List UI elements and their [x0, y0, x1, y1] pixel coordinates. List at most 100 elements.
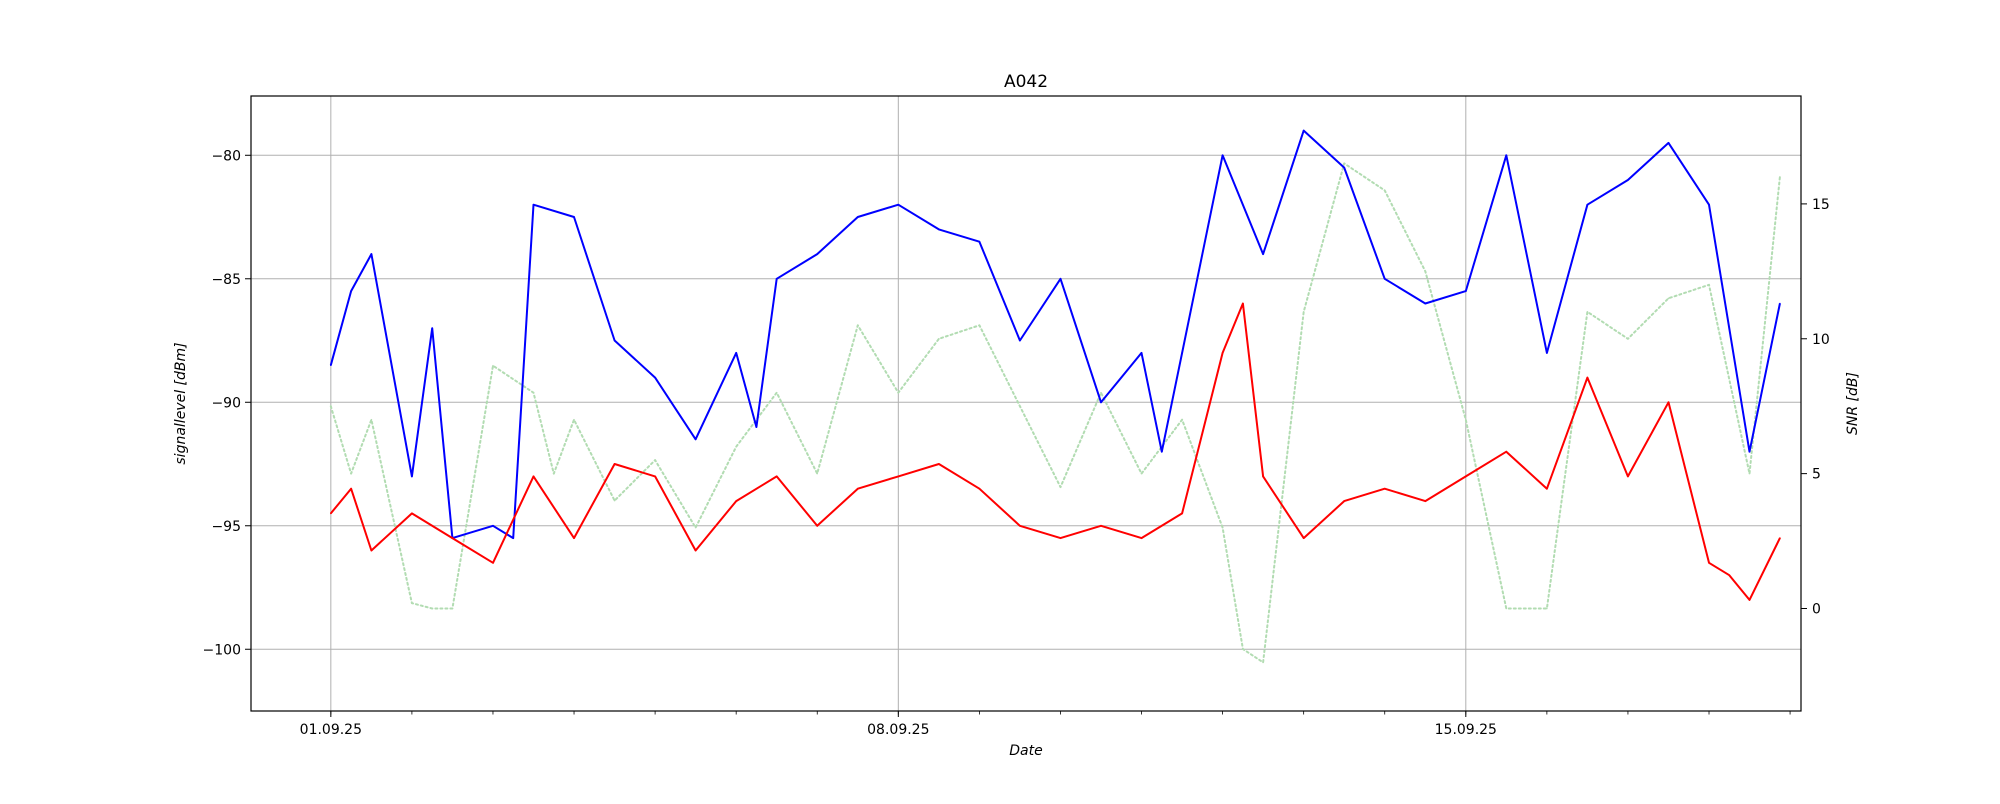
- series-0-point: [1586, 203, 1589, 206]
- series-2-point: [1262, 661, 1264, 664]
- series-2-point: [816, 472, 818, 475]
- series-1-point: [1181, 512, 1183, 515]
- series-0-point: [512, 537, 514, 539]
- series-1-point: [1059, 537, 1062, 539]
- series-1-point: [1343, 500, 1345, 502]
- series-0-point: [1667, 142, 1670, 144]
- series-0-point: [350, 290, 352, 292]
- series-0-point: [1140, 352, 1143, 354]
- series-2-point: [431, 607, 434, 610]
- y-left-tick-label: −85: [211, 272, 241, 288]
- series-2-point: [573, 418, 575, 421]
- series-2-point: [1779, 176, 1781, 178]
- series-1-point: [411, 512, 413, 515]
- series-2-point: [735, 445, 737, 448]
- series-2-point: [1181, 418, 1183, 421]
- series-2-point: [1505, 607, 1508, 610]
- series-0-point: [978, 240, 981, 243]
- series-0-point: [816, 253, 818, 255]
- series-0-point: [1627, 179, 1629, 181]
- series-1-point: [938, 463, 940, 465]
- series-1-point: [1424, 500, 1427, 502]
- series-2-point: [1708, 284, 1710, 286]
- series-2-point: [330, 405, 332, 408]
- series-1-point: [775, 475, 778, 478]
- y-left-tick-label: −80: [211, 148, 241, 164]
- series-0-point: [1343, 166, 1345, 169]
- series-1-point: [613, 463, 616, 465]
- series-0-point: [654, 376, 656, 379]
- series-2-point: [857, 324, 859, 327]
- series-1-point: [1100, 525, 1102, 527]
- x-tick-label: 01.09.25: [300, 722, 362, 738]
- x-tick-label: 15.09.25: [1435, 722, 1497, 738]
- series-0-point: [1302, 129, 1305, 132]
- series-1-point: [1586, 376, 1589, 379]
- series-0-point: [1181, 352, 1183, 354]
- series-0-point: [1465, 290, 1467, 292]
- series-1-point: [1221, 352, 1224, 354]
- series-2-point: [1059, 486, 1062, 488]
- series-2-point: [775, 391, 778, 394]
- series-0-point: [938, 228, 940, 231]
- series-2-point: [411, 602, 413, 604]
- series-2-point: [1019, 405, 1021, 408]
- series-0-point: [857, 216, 859, 218]
- series-1-point: [1779, 537, 1781, 539]
- series-2-point: [553, 472, 555, 475]
- series-0-point: [1383, 278, 1386, 280]
- series-1-point: [1708, 562, 1710, 564]
- series-2-point: [1748, 472, 1751, 475]
- y-left-tick-label: −100: [203, 642, 241, 658]
- series-2-point: [1465, 418, 1467, 421]
- series-1-point: [1667, 401, 1670, 404]
- series-2-point: [978, 324, 981, 327]
- series-2-point: [1546, 607, 1548, 610]
- series-2-point: [1221, 526, 1224, 529]
- series-1-point: [816, 525, 818, 527]
- series-1-point: [1383, 487, 1386, 490]
- series-2-point: [1383, 189, 1386, 192]
- series-0-point: [370, 253, 373, 255]
- series-0-point: [1059, 278, 1062, 280]
- series-1-point: [370, 549, 373, 552]
- series-1-point: [1546, 487, 1548, 490]
- series-0-point: [613, 339, 616, 342]
- series-0-point: [1100, 401, 1102, 404]
- ticks: 01.09.25 08.09.25 15.09.25 −80 −85 −90 −95 −100…: [203, 148, 1830, 738]
- series-2-point: [938, 338, 940, 340]
- series-1-point: [1627, 475, 1629, 478]
- series-1-point: [1728, 574, 1731, 576]
- series-0-point: [735, 352, 737, 354]
- series-2-point: [694, 526, 697, 529]
- series-0-point: [775, 278, 778, 280]
- series-2-point: [370, 418, 373, 421]
- series-1-point: [1019, 525, 1021, 527]
- plot-frame: [250, 95, 1802, 712]
- series-2-point: [897, 391, 900, 394]
- series-2-point: [1424, 270, 1427, 273]
- series-1-point: [735, 500, 737, 502]
- y-right-tick-label: 5: [1812, 467, 1821, 483]
- series-2-point: [1343, 162, 1345, 165]
- series-1-point: [1140, 537, 1143, 539]
- series-1-point: [1262, 475, 1264, 478]
- series-2-point: [451, 607, 454, 610]
- series-0-point: [532, 203, 535, 206]
- series-line-0: [329, 129, 1781, 540]
- y-axis-right-title: SNR [dB]: [1845, 372, 1861, 435]
- series-1-point: [694, 549, 697, 552]
- series-0-point: [573, 216, 575, 218]
- series-2-point: [654, 459, 656, 461]
- y-axis-left-title: signallevel [dBm]: [173, 342, 189, 464]
- series-0-point: [1161, 450, 1163, 453]
- series-0-point: [431, 327, 434, 330]
- series-1-point: [897, 475, 900, 478]
- series-1-point: [451, 537, 454, 539]
- series-2-point: [1140, 472, 1143, 475]
- series-0-point: [1424, 302, 1427, 305]
- series-2-point: [1586, 311, 1589, 313]
- series-2-point: [1302, 311, 1305, 313]
